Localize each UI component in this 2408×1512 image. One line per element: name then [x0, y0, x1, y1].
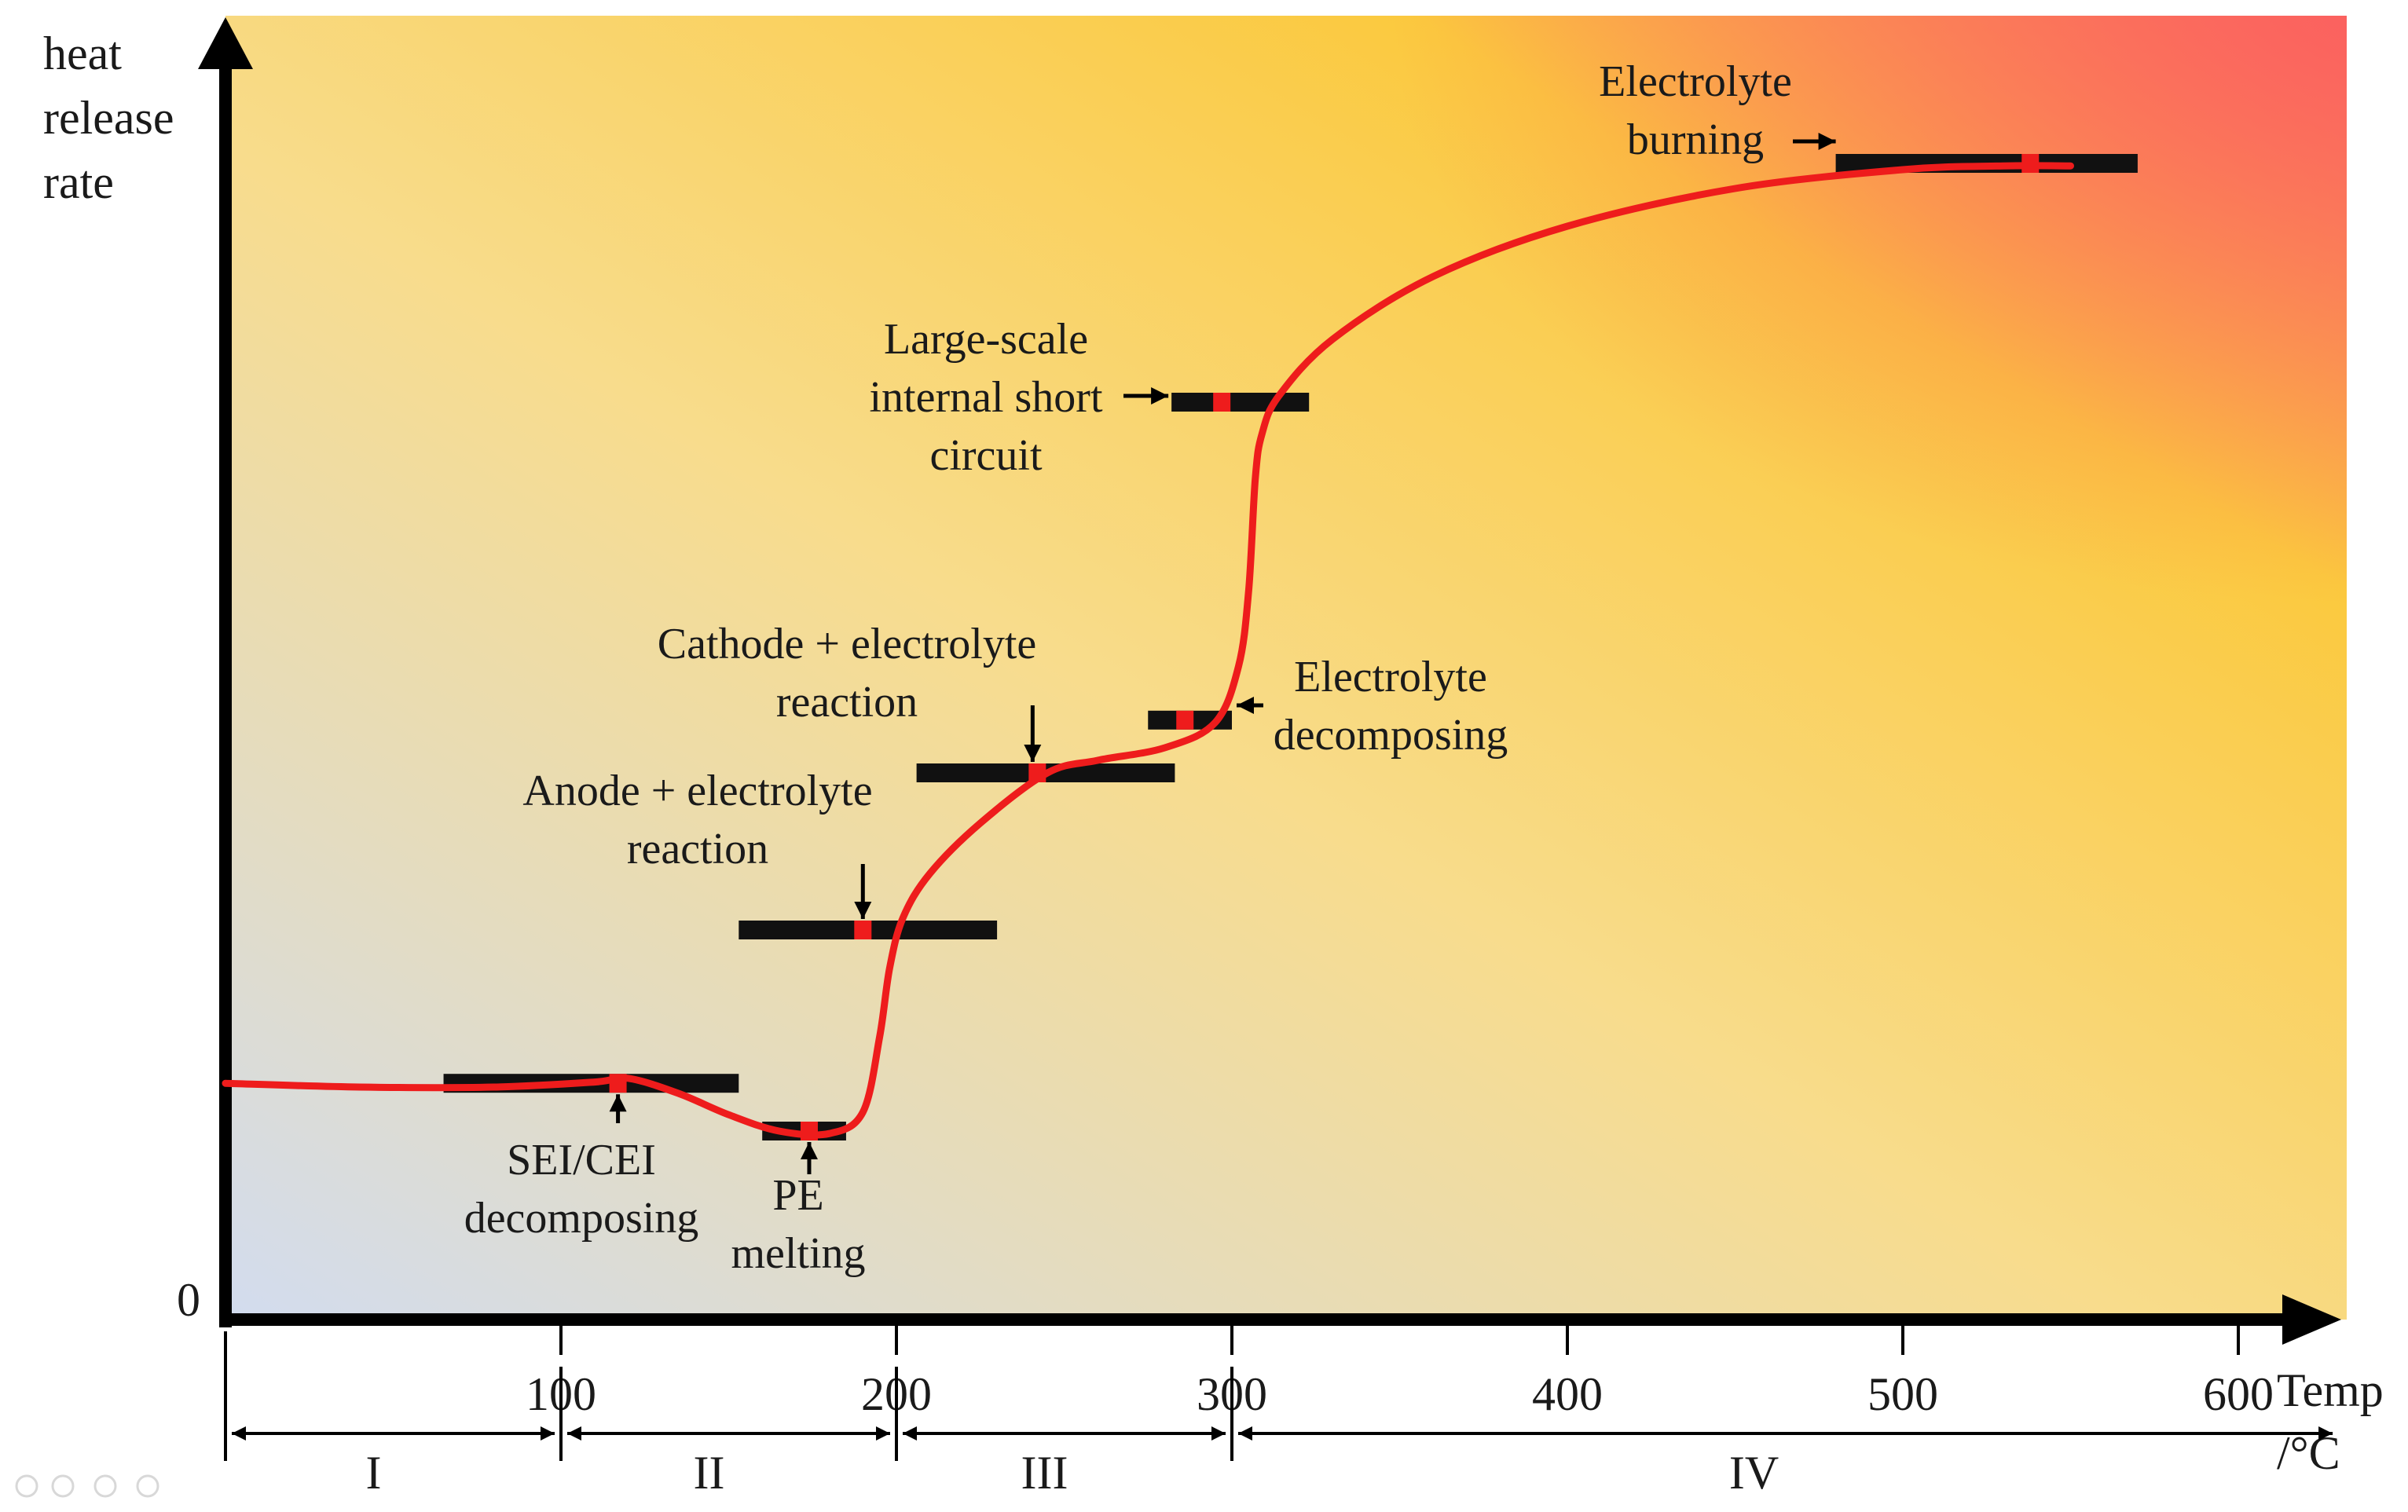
- y-axis-title-line-2: release: [43, 92, 174, 144]
- y-axis-title-line-3: rate: [43, 156, 114, 208]
- label-sei-cei: SEI/CEI decomposing: [464, 1136, 699, 1243]
- event-bar: [1171, 393, 1310, 412]
- event-marker: [1028, 763, 1046, 782]
- x-tick-label: 400: [1532, 1368, 1603, 1420]
- stage-arrow-head-right: [2318, 1426, 2333, 1441]
- stage-arrow-head-left: [1238, 1426, 1252, 1441]
- watermark-icon: [51, 1474, 75, 1498]
- label-cathode-line: reaction: [776, 678, 918, 727]
- arrow-sei-head: [609, 1094, 627, 1112]
- event-labels: SEI/CEI decomposing PE melting Anode + elect…: [464, 57, 1836, 1278]
- stage-ranges: I II III IV: [232, 1426, 2333, 1499]
- stage-arrow-head-left: [232, 1426, 246, 1441]
- x-tick-label: 600: [2203, 1368, 2274, 1420]
- x-axis-title-line-2: /°C: [2277, 1427, 2340, 1479]
- event-marker: [800, 1122, 818, 1140]
- label-internal-short-line: Large-scale: [884, 315, 1088, 364]
- label-cathode: Cathode + electrolyte reaction: [658, 620, 1037, 727]
- event-markers: [609, 154, 2040, 1140]
- stage-arrow-head-right: [541, 1426, 555, 1441]
- watermark-icon: [15, 1474, 38, 1498]
- toolbar-icons: [15, 1474, 159, 1498]
- label-electrolyte-decomposing-line: Electrolyte: [1294, 653, 1487, 701]
- x-tick-label: 500: [1867, 1368, 1938, 1420]
- label-sei-cei-line: decomposing: [464, 1194, 699, 1243]
- event-marker: [2021, 154, 2040, 173]
- label-cathode-line: Cathode + electrolyte: [658, 620, 1037, 668]
- stage-label: IV: [1729, 1447, 1779, 1499]
- label-pe-melting-line: melting: [731, 1229, 865, 1278]
- label-anode-line: reaction: [627, 825, 768, 873]
- y-axis-title: heat release rate: [43, 27, 186, 208]
- arrow-cathode-head: [1024, 745, 1042, 762]
- y-zero-label: 0: [177, 1274, 200, 1326]
- event-marker: [1176, 710, 1194, 730]
- y-axis-title-line-1: heat: [43, 27, 122, 79]
- label-internal-short-line: circuit: [929, 431, 1042, 480]
- y-axis-arrowhead: [198, 17, 253, 69]
- label-anode: Anode + electrolyte reaction: [522, 767, 872, 873]
- label-sei-cei-line: SEI/CEI: [507, 1136, 656, 1184]
- label-electrolyte-decomposing: Electrolyte decomposing: [1274, 653, 1508, 760]
- arrow-internal-short-head: [1151, 387, 1169, 405]
- stage-label: III: [1021, 1447, 1068, 1499]
- stage-arrow-head-right: [1211, 1426, 1226, 1441]
- label-electrolyte-decomposing-line: decomposing: [1274, 711, 1508, 760]
- stage-label: I: [366, 1447, 382, 1499]
- label-internal-short: Large-scale internal short circuit: [869, 315, 1102, 480]
- plot-background-hotspot: [225, 16, 2347, 1320]
- event-marker: [609, 1074, 627, 1093]
- watermark-icon: [136, 1474, 159, 1498]
- watermark-icon: [93, 1474, 117, 1498]
- x-axis-arrowhead: [2282, 1294, 2341, 1345]
- arrow-electrolyte-burning-head: [1818, 133, 1836, 150]
- label-electrolyte-burning: Electrolyte burning: [1599, 57, 1792, 164]
- label-pe-melting-line: PE: [772, 1171, 823, 1220]
- arrow-pe-head: [800, 1142, 818, 1159]
- event-marker: [854, 921, 872, 939]
- label-pe-melting: PE melting: [731, 1171, 865, 1278]
- x-axis-title: Temp /°C: [2277, 1364, 2395, 1479]
- label-internal-short-line: internal short: [869, 373, 1102, 422]
- label-anode-line: Anode + electrolyte: [522, 767, 872, 815]
- label-electrolyte-burning-line: Electrolyte: [1599, 57, 1792, 106]
- x-axis-title-line-1: Temp: [2277, 1364, 2384, 1416]
- arrow-anode-head: [854, 902, 872, 919]
- stage-arrow-head-left: [567, 1426, 581, 1441]
- heat-release-curve: [222, 162, 2074, 1139]
- stage-arrow-head-left: [903, 1426, 917, 1441]
- stage-label: II: [694, 1447, 725, 1499]
- x-ticks: 100 200 300 400 500 600: [224, 1320, 2274, 1461]
- event-marker: [1213, 393, 1231, 412]
- label-electrolyte-burning-line: burning: [1627, 115, 1764, 164]
- arrow-electrolyte-decomposing-head: [1237, 697, 1254, 714]
- stage-arrow-head-right: [876, 1426, 890, 1441]
